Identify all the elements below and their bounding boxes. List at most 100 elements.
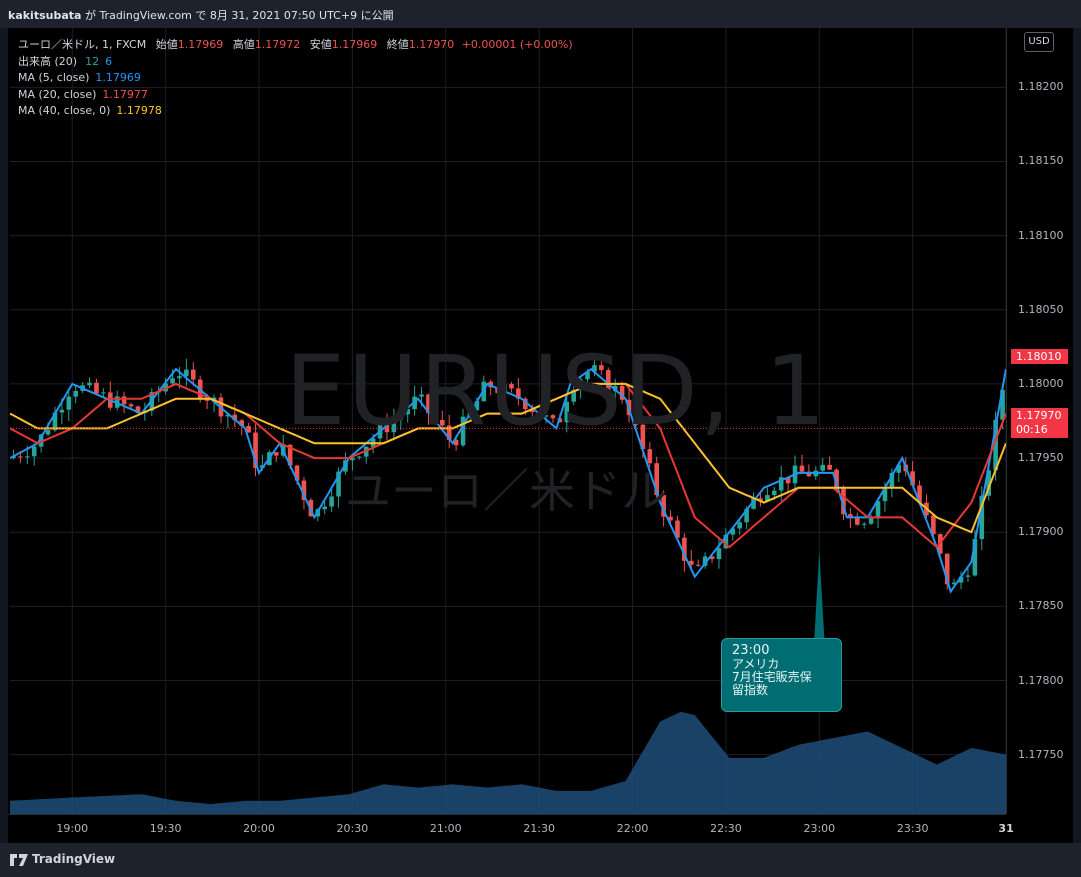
high-value: 1.17972 (254, 38, 301, 51)
candle-body (896, 464, 902, 473)
candle-body (135, 406, 141, 413)
candle-body (38, 434, 44, 447)
ma5-line (10, 367, 1006, 594)
candle-body (702, 556, 708, 566)
candle-body (695, 564, 701, 566)
symbol-title[interactable]: ユーロ／米ドル, 1, FXCM (18, 38, 147, 51)
ma40-label: MA (40, close, 0) (18, 104, 111, 117)
price-label-high-value: 1.18010 (1016, 350, 1062, 363)
volume-value: 12 (85, 54, 100, 68)
close-value: 1.17970 (408, 38, 455, 51)
candle-body (682, 537, 687, 561)
time-tick-label: 31 (998, 822, 1014, 835)
candle-body (225, 414, 231, 417)
candle-body (59, 409, 65, 413)
time-tick-label: 23:00 (803, 822, 836, 835)
candle-body (474, 401, 480, 411)
candle-body (543, 415, 549, 417)
candle-body (688, 560, 694, 565)
candle-body (951, 582, 957, 585)
candle-body (453, 439, 459, 446)
legend-ohlc-row: ユーロ／米ドル, 1, FXCM 始値1.17969 高値1.17972 安値1… (18, 37, 573, 54)
candle-body (433, 413, 438, 421)
candle-body (190, 369, 196, 380)
price-plot[interactable] (10, 28, 1006, 814)
ma5-label: MA (5, close) (18, 71, 90, 84)
candle-body (294, 465, 300, 481)
candle-body (841, 488, 846, 515)
candle-body (972, 539, 978, 576)
volume-area (10, 711, 1006, 814)
legend-volume-row[interactable]: 出来高 (20) 12 6 (18, 54, 573, 71)
time-tick-label: 19:00 (56, 822, 89, 835)
legend-ma20-row[interactable]: MA (20, close) 1.17977 (18, 87, 573, 104)
candle-body (121, 396, 127, 405)
price-tick-label: 1.17800 (1018, 673, 1064, 687)
candle-body (848, 514, 853, 517)
chart-area[interactable] (8, 28, 1073, 843)
candle-body (751, 498, 756, 509)
time-tick-label: 21:00 (429, 822, 462, 835)
tradingview-logo[interactable]: TradingView (10, 852, 115, 866)
candle-body (419, 394, 424, 397)
candle-body (232, 414, 238, 421)
price-label-last: 1.17970 00:16 (1011, 408, 1068, 438)
time-tick-label: 21:30 (523, 822, 556, 835)
candle-body (619, 385, 625, 400)
candle-body (737, 522, 743, 529)
candle-body (509, 384, 514, 389)
price-axis[interactable]: 1.18200 1.18150 1.18100 1.18050 1.18000 1.179… (1006, 28, 1074, 814)
close-label: 終値 (386, 38, 409, 51)
price-tick-label: 1.18150 (1018, 154, 1064, 168)
candle-body (578, 379, 583, 390)
candle-body (585, 371, 590, 380)
candle-body (550, 415, 556, 419)
candle-body (944, 553, 950, 585)
legend-ma5-row[interactable]: MA (5, close) 1.17969 (18, 70, 573, 87)
currency-button[interactable]: USD (1024, 32, 1054, 52)
candle-body (882, 488, 888, 502)
author-name[interactable]: kakitsubata (8, 9, 82, 22)
economic-event-tooltip[interactable]: 23:00 アメリカ 7月住宅販売保 留指数 (721, 638, 842, 712)
change-value: +0.00001 (+0.00%) (461, 38, 573, 51)
candle-body (52, 412, 58, 431)
candle-body (24, 456, 30, 458)
candle-body (522, 398, 528, 410)
time-axis[interactable]: 19:00 19:30 20:00 20:30 21:00 21:30 22:00 22:30… (8, 814, 1014, 844)
candle-body (605, 370, 611, 392)
event-title-2: 留指数 (732, 683, 769, 697)
candle-body (806, 471, 812, 477)
candle-body (18, 456, 23, 458)
ma20-label: MA (20, close) (18, 87, 97, 101)
candle-body (723, 534, 729, 549)
event-country: アメリカ (732, 657, 780, 671)
candle-body (45, 430, 51, 435)
candle-body (668, 516, 673, 521)
candle-body (446, 425, 452, 440)
candle-body (495, 387, 500, 394)
candle-body (993, 419, 998, 471)
candle-body (889, 472, 895, 489)
symbol-watermark: EURUSD, 1 (285, 335, 828, 447)
legend-ma40-row[interactable]: MA (40, close, 0) 1.17978 (18, 103, 573, 120)
time-tick-label: 20:00 (243, 822, 275, 835)
candle-body (778, 477, 784, 491)
candle-body (114, 396, 120, 408)
candle-body (439, 420, 445, 426)
candle-body (875, 501, 881, 519)
candle-body (356, 456, 362, 458)
candle-body (529, 409, 535, 413)
ma40-value: 1.17978 (116, 104, 162, 117)
tv-logo-icon (10, 853, 28, 866)
candle-body (87, 382, 92, 386)
ma20-value: 1.17977 (102, 87, 148, 101)
candle-body (329, 496, 334, 507)
price-tick-label: 1.17950 (1018, 451, 1064, 465)
candle-body (599, 365, 604, 371)
price-label-high: 1.18010 (1011, 349, 1068, 364)
name-watermark: ユーロ／米ドル (345, 464, 667, 518)
ma40-line (10, 382, 1006, 534)
candle-body (931, 515, 936, 535)
candle-body (785, 477, 791, 484)
candle-body (253, 432, 258, 468)
